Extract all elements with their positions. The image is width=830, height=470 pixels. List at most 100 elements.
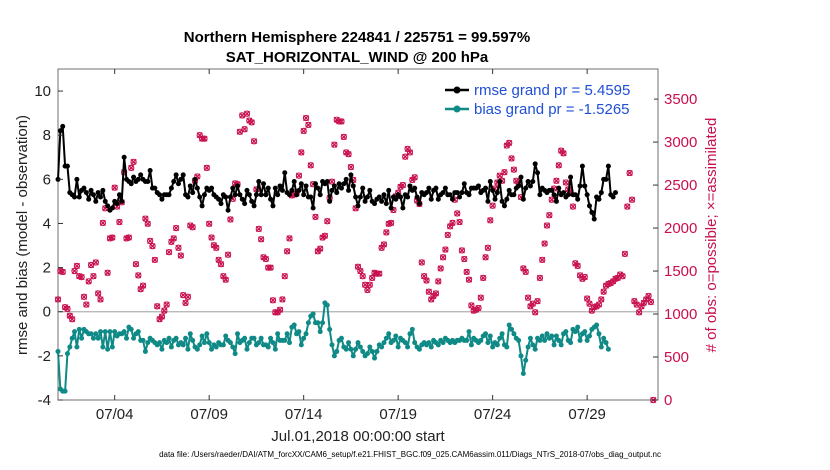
obs-assimilated-point <box>532 309 539 316</box>
bias-point <box>159 346 165 352</box>
obs-possible-point <box>383 229 390 236</box>
rmse-point <box>376 194 382 200</box>
obs-assimilated-point <box>418 259 425 266</box>
rmse-point <box>355 203 361 209</box>
bias-point <box>468 342 474 348</box>
obs-possible-point <box>305 121 312 129</box>
y-right-tick-label: 0 <box>664 392 672 409</box>
obs-possible-point <box>536 274 544 282</box>
x-tick-label: 07/14 <box>285 406 323 423</box>
obs-possible-point <box>458 247 466 254</box>
legend-rmse-marker <box>453 86 461 94</box>
obs-possible-point <box>92 259 99 266</box>
rmse-point <box>265 185 271 191</box>
rmse-point <box>407 183 413 189</box>
obs-possible-point <box>227 216 234 223</box>
obs-assimilated-point <box>161 307 168 314</box>
obs-possible-point <box>69 316 76 323</box>
rmse-point <box>237 192 243 198</box>
bias-point <box>164 340 170 346</box>
y-right-tick-label: 2500 <box>664 177 697 194</box>
obs-possible-point <box>480 274 487 282</box>
obs-possible-point <box>90 273 97 280</box>
bias-point <box>338 335 344 341</box>
obs-possible-point <box>182 299 189 306</box>
rmse-point <box>530 179 536 185</box>
y-axis-left-ticks: -4 -2 0 2 4 6 8 10 <box>34 83 63 409</box>
obs-assimilated-point <box>640 299 647 306</box>
obs-possible-point <box>83 301 90 308</box>
obs-assimilated-point <box>168 238 175 245</box>
obs-assimilated-point <box>461 255 468 263</box>
obs-possible-point <box>598 296 605 303</box>
rmse-point <box>327 198 333 204</box>
rmse-point <box>490 187 496 193</box>
bias-point <box>183 335 189 341</box>
obs-assimilated-point <box>364 286 371 294</box>
obs-possible-point <box>177 252 184 259</box>
obs-assimilated-point <box>388 219 395 226</box>
obs-assimilated-point <box>66 312 73 319</box>
obs-assimilated-point <box>366 281 373 288</box>
obs-assimilated-point <box>487 217 494 224</box>
bias-point <box>497 335 503 341</box>
obs-assimilated-point <box>111 184 118 191</box>
obs-assimilated-point <box>638 303 645 310</box>
bias-point <box>511 331 517 337</box>
obs-assimilated-point <box>269 297 277 304</box>
rmse-point <box>572 192 578 198</box>
bias-point <box>310 311 316 317</box>
obs-assimilated-point <box>562 179 569 186</box>
bias-point <box>107 329 113 335</box>
rmse-point <box>128 181 134 187</box>
rmse-point <box>334 190 340 196</box>
rmse-point <box>105 203 111 209</box>
obs-possible-point <box>635 309 643 316</box>
obs-possible-point <box>454 210 461 217</box>
legend: rmse grand pr = 5.4595 bias grand pr = -… <box>440 79 654 118</box>
bias-point <box>98 329 104 335</box>
rmse-point <box>57 128 63 134</box>
obs-possible-point <box>59 268 66 276</box>
bias-point <box>594 322 600 328</box>
obs-assimilated-point <box>78 273 85 281</box>
bias-point <box>464 337 470 343</box>
obs-possible-point <box>532 309 539 316</box>
obs-assimilated-point <box>154 303 161 310</box>
obs-assimilated-point <box>378 244 385 251</box>
bias-point <box>282 337 288 343</box>
rmse-point <box>317 192 323 198</box>
obs-possible-point <box>267 264 274 271</box>
legend-rmse-label: rmse grand pr = 5.4595 <box>474 82 630 99</box>
obs-possible-point <box>449 219 456 227</box>
y-right-tick-label: 500 <box>664 349 689 366</box>
obs-assimilated-point <box>411 174 418 181</box>
bias-point <box>575 324 581 330</box>
rmse-point <box>175 181 181 187</box>
obs-possible-point <box>109 234 116 241</box>
rmse-point <box>93 198 99 204</box>
obs-possible-point <box>213 244 220 251</box>
obs-possible-point <box>54 296 62 303</box>
obs-possible-point <box>510 166 518 173</box>
rmse-point <box>256 179 262 185</box>
bias-point <box>199 333 205 339</box>
bias-point <box>440 340 446 346</box>
obs-assimilated-point <box>71 267 78 275</box>
y-right-tick-label: 3500 <box>664 91 697 108</box>
obs-assimilated-point <box>454 210 461 217</box>
obs-possible-point <box>154 303 161 310</box>
obs-possible-point <box>206 220 213 227</box>
rmse-point <box>596 196 602 202</box>
obs-possible-point <box>317 245 324 252</box>
obs-possible-point <box>116 218 123 226</box>
rmse-point <box>393 196 399 202</box>
y-left-tick-label: 6 <box>43 171 51 188</box>
bias-point <box>485 340 491 346</box>
bias-point <box>494 342 500 348</box>
obs-assimilated-point <box>331 141 338 148</box>
bias-point <box>374 348 380 354</box>
obs-assimilated-point <box>132 261 140 268</box>
obs-count-series <box>54 110 657 404</box>
bias-point <box>355 340 361 346</box>
